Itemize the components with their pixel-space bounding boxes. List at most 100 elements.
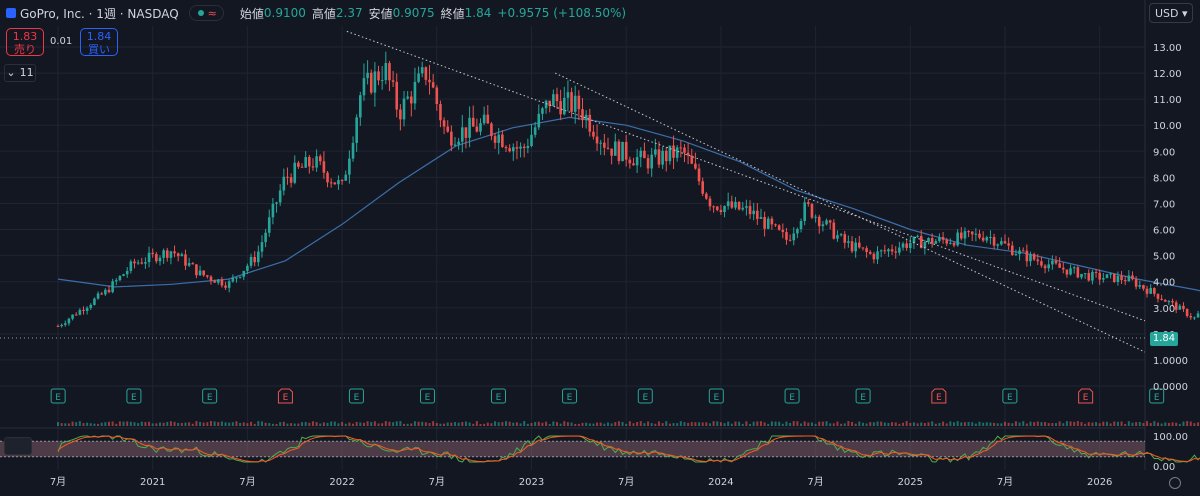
candle-body xyxy=(260,242,264,252)
volume-bar xyxy=(887,422,890,426)
earnings-marker[interactable]: E xyxy=(637,388,653,404)
candle-body xyxy=(1189,316,1193,318)
volume-bar xyxy=(191,423,194,426)
candle-body xyxy=(515,147,519,149)
candle-body xyxy=(366,72,369,79)
earnings-marker[interactable]: E xyxy=(50,388,66,404)
candle-body xyxy=(679,147,683,149)
volume-bar xyxy=(93,423,96,426)
buy-button[interactable]: 1.84 買い xyxy=(80,28,118,56)
candle-body xyxy=(1142,285,1145,289)
price-tick-label: 7.00 xyxy=(1153,199,1175,210)
candle-body xyxy=(927,237,930,242)
candle-body xyxy=(1098,272,1101,280)
earnings-marker[interactable]: E xyxy=(126,388,142,404)
candle-body xyxy=(56,326,60,328)
volume-bar xyxy=(1007,422,1010,426)
earnings-marker[interactable]: E xyxy=(491,388,506,404)
volume-bar xyxy=(978,421,981,426)
candle-body xyxy=(810,203,814,218)
volume-bar xyxy=(370,422,373,426)
candle-body xyxy=(1102,278,1105,280)
volume-bar xyxy=(479,423,482,426)
sell-button[interactable]: 1.83 売り xyxy=(6,28,44,56)
earnings-shape xyxy=(637,388,653,404)
candle-body xyxy=(719,209,723,213)
candle-body xyxy=(377,71,380,81)
candle-body xyxy=(311,166,315,168)
earnings-marker[interactable]: E xyxy=(708,388,724,404)
volume-bar xyxy=(639,421,642,426)
earnings-marker[interactable]: E xyxy=(202,388,218,404)
candle-body xyxy=(894,251,898,253)
earnings-marker[interactable]: E xyxy=(419,388,435,404)
volume-bar xyxy=(1058,421,1061,426)
open-value: 0.9100 xyxy=(263,6,306,20)
volume-bar xyxy=(224,422,227,426)
candle-body xyxy=(253,256,256,263)
candle-body xyxy=(734,201,737,208)
candle-body xyxy=(632,163,635,166)
candle-body xyxy=(89,304,93,308)
volume-bar xyxy=(810,422,813,426)
volume-bar xyxy=(297,423,300,426)
volume-bar xyxy=(614,422,617,426)
earnings-marker[interactable]: E xyxy=(931,388,947,404)
volume-bar xyxy=(290,423,293,426)
volume-bar xyxy=(268,423,271,426)
candle-body xyxy=(388,63,391,81)
candle-body xyxy=(708,198,712,207)
volume-bar xyxy=(137,423,140,426)
candle-body xyxy=(151,252,154,255)
volume-bar xyxy=(508,421,511,426)
earnings-marker[interactable]: E xyxy=(277,388,293,404)
currency-select[interactable]: USD ▾ xyxy=(1149,3,1193,23)
earnings-marker[interactable]: E xyxy=(562,388,578,404)
volume-bar xyxy=(501,422,504,426)
candle-body xyxy=(60,324,63,327)
earnings-marker[interactable]: E xyxy=(348,388,364,404)
volume-bar xyxy=(1040,422,1043,426)
candle-body xyxy=(1174,302,1178,310)
candle-body xyxy=(155,254,158,262)
candle-body xyxy=(1185,309,1189,317)
trendlines[interactable] xyxy=(346,30,1146,353)
candle-body xyxy=(657,149,661,165)
earnings-marker[interactable]: E xyxy=(1078,388,1094,404)
volume-bar xyxy=(792,421,795,426)
volume-bar xyxy=(1131,422,1134,426)
volume-bar xyxy=(282,421,285,426)
candle-body xyxy=(519,146,522,149)
candle-body xyxy=(974,233,978,235)
earnings-marker[interactable]: E xyxy=(855,388,871,404)
volume-bar xyxy=(931,421,934,426)
symbol-title[interactable]: GoPro, Inc. · 1週 · NASDAQ xyxy=(20,6,179,21)
earnings-marker[interactable]: E xyxy=(784,388,800,404)
market-status-pill[interactable]: ≈ xyxy=(188,5,224,21)
candle-body xyxy=(770,218,774,225)
candle-body xyxy=(868,251,872,254)
volume-bars xyxy=(57,421,1200,426)
candle-body xyxy=(333,182,337,185)
candle-body xyxy=(1163,299,1167,302)
indicators-toggle[interactable]: ⌄ 11 xyxy=(4,64,36,82)
time-axis[interactable]: 7月 2021 7月 2022 7月 2023 7月 2024 7月 2025 7月 2026 xyxy=(50,476,1113,488)
trendline[interactable] xyxy=(346,30,1146,322)
gear-icon[interactable] xyxy=(1169,477,1181,489)
oscillator-controls[interactable] xyxy=(4,437,32,455)
earnings-marker[interactable]: E xyxy=(1149,388,1165,404)
volume-bar xyxy=(1069,421,1072,426)
earnings-markers[interactable]: EEEEEEEEEEEEEEEEEEEEEE xyxy=(50,388,1200,404)
candle-body xyxy=(308,157,311,167)
candle-body xyxy=(508,148,511,152)
earnings-marker[interactable]: E xyxy=(1002,388,1018,404)
trendline[interactable] xyxy=(554,72,1146,353)
price-axis[interactable]: 13.00 12.00 11.00 10.00 9.00 8.00 7.00 6.00 5.00… xyxy=(1153,43,1188,473)
volume-bar xyxy=(188,422,191,426)
candle-body xyxy=(555,94,559,102)
candle-body xyxy=(1171,301,1174,303)
volume-bar xyxy=(497,422,500,426)
candlestick-series xyxy=(0,51,1200,339)
candle-body xyxy=(1010,245,1014,256)
